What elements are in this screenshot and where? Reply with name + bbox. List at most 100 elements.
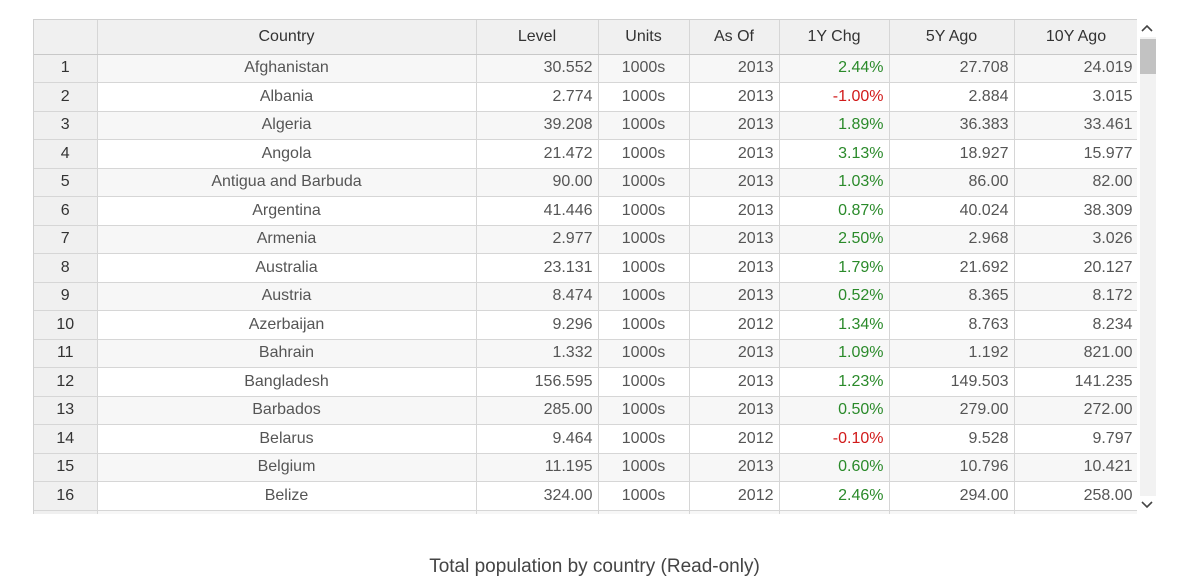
cell-as-of[interactable]: 2013 (689, 367, 780, 397)
row-number[interactable]: 9 (34, 282, 98, 311)
cell-level[interactable]: 30.552 (476, 54, 599, 83)
table-row[interactable]: 7 Armenia 2.977 1000s 2013 2.50% 2.968 3.026 (34, 225, 1138, 254)
row-number[interactable]: 6 (34, 196, 98, 226)
cell-1y-chg[interactable]: -0.10% (779, 424, 890, 454)
row-number[interactable] (34, 510, 98, 514)
cell-country[interactable]: Azerbaijan (97, 310, 477, 340)
cell-as-of[interactable]: 2012 (689, 481, 780, 511)
table-row[interactable]: 15 Belgium 11.195 1000s 2013 0.60% 10.796 10.42… (34, 453, 1138, 482)
header-units[interactable]: Units (598, 20, 690, 55)
table-row[interactable]: 3 Algeria 39.208 1000s 2013 1.89% 36.383 33.461 (34, 111, 1138, 140)
header-level[interactable]: Level (476, 20, 599, 55)
table-row[interactable]: 8 Australia 23.131 1000s 2013 1.79% 21.692 20.1… (34, 253, 1138, 283)
cell-level[interactable]: 156.595 (476, 367, 599, 397)
cell-units[interactable]: 1000s (598, 168, 690, 197)
cell-5y-ago[interactable]: 21.692 (889, 253, 1015, 283)
cell-as-of[interactable]: 2012 (689, 310, 780, 340)
row-number[interactable]: 2 (34, 82, 98, 112)
table-row[interactable]: 11 Bahrain 1.332 1000s 2013 1.09% 1.192 821.00 (34, 339, 1138, 368)
cell-as-of[interactable]: 2013 (689, 54, 780, 83)
header-country[interactable]: Country (97, 20, 477, 55)
cell-10y-ago[interactable]: 3.015 (1014, 82, 1138, 112)
header-1y-chg[interactable]: 1Y Chg (779, 20, 890, 55)
cell-as-of[interactable]: 2013 (689, 111, 780, 140)
row-number[interactable]: 14 (34, 424, 98, 454)
cell-10y-ago[interactable]: 10.421 (1014, 453, 1138, 482)
cell-level[interactable]: 1.332 (476, 339, 599, 368)
cell-5y-ago[interactable]: 2.968 (889, 225, 1015, 254)
cell-5y-ago[interactable] (889, 510, 1015, 514)
row-number[interactable]: 13 (34, 396, 98, 425)
cell-1y-chg[interactable]: 0.50% (779, 396, 890, 425)
cell-10y-ago[interactable] (1014, 510, 1138, 514)
cell-10y-ago[interactable]: 8.172 (1014, 282, 1138, 311)
cell-5y-ago[interactable]: 2.884 (889, 82, 1015, 112)
cell-level[interactable] (476, 510, 599, 514)
cell-level[interactable]: 41.446 (476, 196, 599, 226)
cell-1y-chg[interactable]: 0.60% (779, 453, 890, 482)
grid-viewport[interactable]: Country Level Units As Of 1Y Chg 5Y Ago … (33, 19, 1138, 514)
cell-level[interactable]: 21.472 (476, 139, 599, 169)
cell-units[interactable]: 1000s (598, 396, 690, 425)
cell-5y-ago[interactable]: 86.00 (889, 168, 1015, 197)
cell-1y-chg[interactable]: 1.79% (779, 253, 890, 283)
cell-1y-chg[interactable]: 0.87% (779, 196, 890, 226)
cell-country[interactable]: Bangladesh (97, 367, 477, 397)
cell-10y-ago[interactable]: 141.235 (1014, 367, 1138, 397)
cell-1y-chg[interactable]: 1.89% (779, 111, 890, 140)
table-row[interactable]: 10 Azerbaijan 9.296 1000s 2012 1.34% 8.763 8.23… (34, 310, 1138, 340)
row-number[interactable]: 11 (34, 339, 98, 368)
cell-units[interactable]: 1000s (598, 225, 690, 254)
cell-units[interactable]: 1000s (598, 453, 690, 482)
cell-5y-ago[interactable]: 36.383 (889, 111, 1015, 140)
cell-units[interactable]: 1000s (598, 367, 690, 397)
header-10y-ago[interactable]: 10Y Ago (1014, 20, 1138, 55)
cell-units[interactable]: 1000s (598, 339, 690, 368)
row-number[interactable]: 4 (34, 139, 98, 169)
row-number[interactable]: 16 (34, 481, 98, 511)
cell-country[interactable]: Bahrain (97, 339, 477, 368)
cell-level[interactable]: 9.296 (476, 310, 599, 340)
chevron-down-icon[interactable] (1137, 496, 1157, 514)
cell-country[interactable]: Antigua and Barbuda (97, 168, 477, 197)
cell-country[interactable]: Albania (97, 82, 477, 112)
cell-as-of[interactable]: 2012 (689, 424, 780, 454)
cell-as-of[interactable]: 2013 (689, 339, 780, 368)
cell-5y-ago[interactable]: 1.192 (889, 339, 1015, 368)
cell-10y-ago[interactable]: 821.00 (1014, 339, 1138, 368)
cell-as-of[interactable]: 2013 (689, 196, 780, 226)
cell-country[interactable]: Angola (97, 139, 477, 169)
cell-level[interactable]: 2.774 (476, 82, 599, 112)
cell-10y-ago[interactable]: 33.461 (1014, 111, 1138, 140)
chevron-up-icon[interactable] (1137, 19, 1157, 37)
cell-units[interactable]: 1000s (598, 139, 690, 169)
table-row[interactable]: 16 Belize 324.00 1000s 2012 2.46% 294.00 258.00 (34, 481, 1138, 511)
cell-country[interactable]: Algeria (97, 111, 477, 140)
cell-country[interactable]: Australia (97, 253, 477, 283)
cell-units[interactable]: 1000s (598, 111, 690, 140)
cell-units[interactable]: 1000s (598, 54, 690, 83)
cell-country[interactable]: Austria (97, 282, 477, 311)
cell-1y-chg[interactable]: -1.00% (779, 82, 890, 112)
table-row[interactable]: 9 Austria 8.474 1000s 2013 0.52% 8.365 8.172 (34, 282, 1138, 311)
cell-as-of[interactable]: 2013 (689, 282, 780, 311)
table-row[interactable]: 13 Barbados 285.00 1000s 2013 0.50% 279.00 272.… (34, 396, 1138, 425)
row-number[interactable]: 15 (34, 453, 98, 482)
cell-5y-ago[interactable]: 149.503 (889, 367, 1015, 397)
cell-10y-ago[interactable]: 3.026 (1014, 225, 1138, 254)
cell-level[interactable]: 23.131 (476, 253, 599, 283)
cell-5y-ago[interactable]: 8.365 (889, 282, 1015, 311)
cell-units[interactable]: 1000s (598, 481, 690, 511)
cell-10y-ago[interactable]: 258.00 (1014, 481, 1138, 511)
cell-10y-ago[interactable]: 8.234 (1014, 310, 1138, 340)
table-row[interactable]: 4 Angola 21.472 1000s 2013 3.13% 18.927 15.977 (34, 139, 1138, 169)
cell-units[interactable]: 1000s (598, 82, 690, 112)
cell-10y-ago[interactable]: 15.977 (1014, 139, 1138, 169)
cell-1y-chg[interactable]: 2.46% (779, 481, 890, 511)
header-5y-ago[interactable]: 5Y Ago (889, 20, 1015, 55)
cell-1y-chg[interactable]: 0.52% (779, 282, 890, 311)
cell-as-of[interactable]: 2013 (689, 453, 780, 482)
cell-10y-ago[interactable]: 20.127 (1014, 253, 1138, 283)
cell-5y-ago[interactable]: 40.024 (889, 196, 1015, 226)
cell-units[interactable]: 1000s (598, 253, 690, 283)
